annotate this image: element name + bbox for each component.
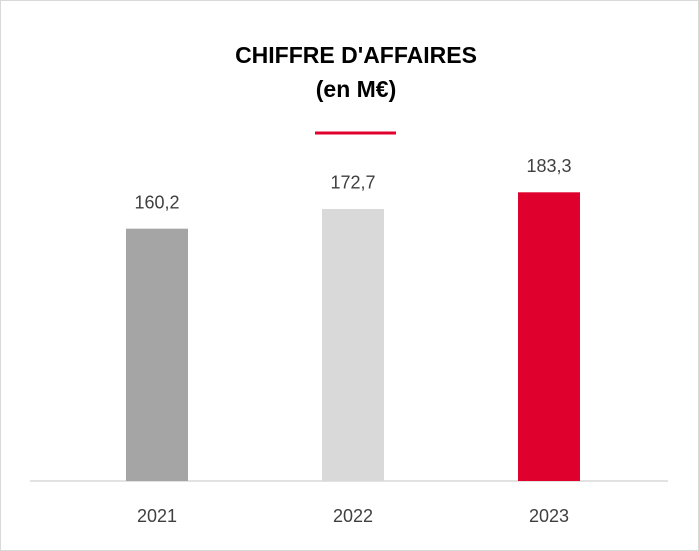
bar: [126, 228, 188, 481]
value-label: 183,3: [526, 156, 571, 176]
bar: [322, 208, 384, 481]
x-tick-label: 2023: [529, 506, 569, 526]
x-tick-label: 2021: [137, 506, 177, 526]
chart-title: CHIFFRE D'AFFAIRES: [235, 42, 477, 68]
x-tick-label: 2022: [333, 506, 373, 526]
value-label: 172,7: [330, 173, 375, 193]
value-label: 160,2: [134, 192, 179, 212]
bar: [518, 192, 580, 482]
chart-subtitle: (en M€): [316, 76, 397, 102]
